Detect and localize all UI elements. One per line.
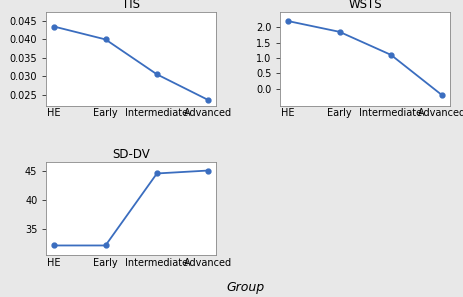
Title: TIS: TIS [122,0,140,11]
Title: SD-DV: SD-DV [112,148,150,161]
Text: Group: Group [226,281,264,294]
Title: WSTS: WSTS [348,0,381,11]
